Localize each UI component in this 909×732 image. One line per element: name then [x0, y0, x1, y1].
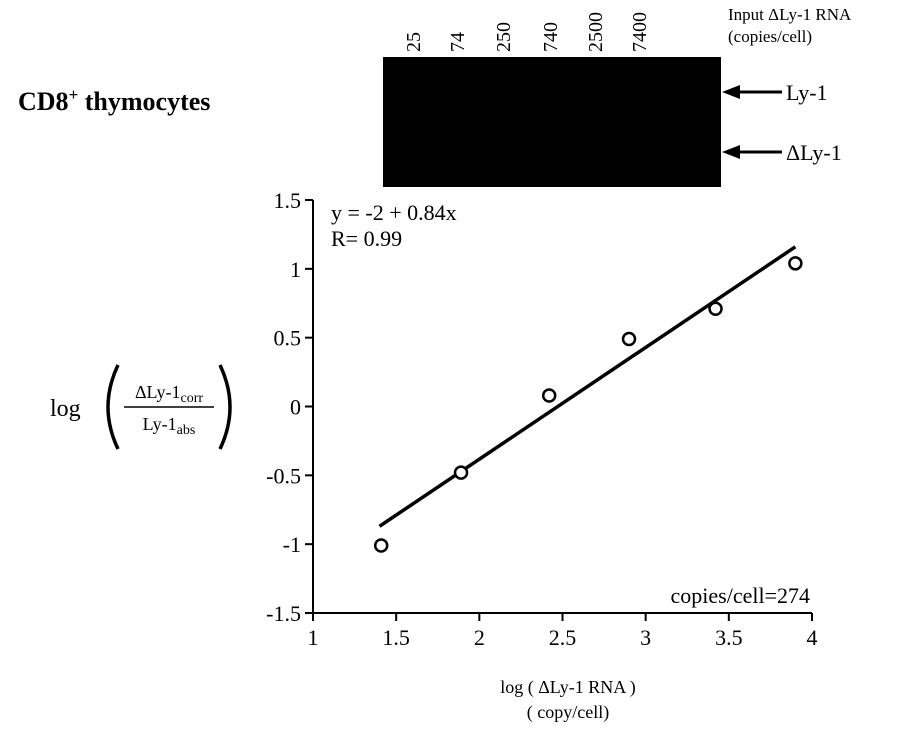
lane-label: 25	[403, 32, 425, 52]
numerator: ΔLy-1	[135, 382, 181, 402]
y-axis-label: log	[50, 396, 81, 422]
fit-line	[380, 247, 796, 526]
data-point	[710, 303, 722, 315]
y-tick-label: 0	[290, 395, 301, 420]
data-point	[789, 257, 801, 269]
gel-input-unit: (copies/cell)	[728, 27, 812, 46]
x-tick-label: 1.5	[382, 625, 410, 650]
equation: y = -2 + 0.84x	[331, 200, 457, 225]
x-axis-unit: ( copy/cell)	[527, 702, 609, 723]
denominator-sub: abs	[177, 423, 196, 438]
x-tick-label: 1	[308, 625, 319, 650]
denominator: Ly-1	[143, 414, 177, 434]
lane-label: 2500	[585, 12, 607, 52]
y-tick-label: -1	[283, 532, 301, 557]
data-point	[375, 540, 387, 552]
paren	[108, 365, 118, 449]
band-arrow	[722, 85, 782, 159]
data-point	[455, 467, 467, 479]
y-tick-label: 1.5	[274, 188, 302, 213]
x-tick-label: 3.5	[715, 625, 743, 650]
x-tick-label: 3	[640, 625, 651, 650]
lane-label: 250	[493, 22, 515, 52]
y-tick-label: -1.5	[266, 601, 301, 626]
gel-image	[383, 57, 721, 187]
y-label-denominator: Ly-1abs	[143, 414, 196, 438]
y-tick-label: 1	[290, 257, 301, 282]
y-tick-label: 0.5	[274, 326, 302, 351]
title-rest: thymocytes	[78, 87, 210, 116]
gel-input-label: Input ΔLy-1 RNA	[728, 5, 852, 24]
figure: CD8+ thymocytes Input ΔLy-1 RNA (copies/…	[0, 0, 909, 732]
band-label: Ly-1	[786, 80, 828, 105]
y-tick-label: -0.5	[266, 463, 301, 488]
x-tick-label: 2.5	[549, 625, 577, 650]
data-point	[543, 389, 555, 401]
lane-label: 74	[447, 32, 469, 52]
paren	[220, 365, 230, 449]
band-label: ΔLy-1	[786, 140, 842, 165]
title-sup: +	[69, 85, 79, 104]
data-point	[623, 333, 635, 345]
y-label-numerator: ΔLy-1corr	[135, 382, 203, 406]
x-axis-label: log ( ΔLy-1 RNA )	[500, 677, 636, 698]
figure-title: CD8+ thymocytes	[18, 85, 210, 116]
x-tick-label: 2	[474, 625, 485, 650]
r-value: R= 0.99	[331, 226, 402, 251]
numerator-sub: corr	[181, 391, 204, 406]
x-tick-label: 4	[807, 625, 818, 650]
lane-label: 7400	[629, 12, 651, 52]
copies-annotation: copies/cell=274	[671, 583, 810, 608]
lane-label: 740	[540, 22, 562, 52]
title-text: CD8	[18, 87, 69, 116]
